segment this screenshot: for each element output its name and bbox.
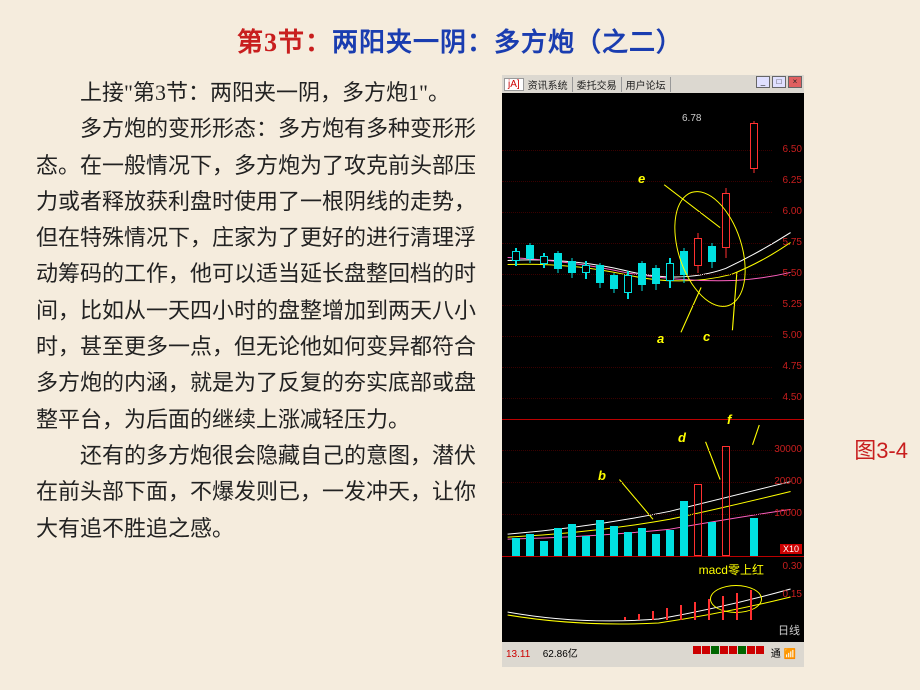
min-button[interactable]: _ xyxy=(756,76,770,88)
text-column: 上接"第3节：两阳夹一阴，多方炮1"。 多方炮的变形形态：多方炮有多种变形形态。… xyxy=(36,75,496,667)
menu-trade[interactable]: 委托交易 xyxy=(573,77,622,92)
status-icon: 通 📶 xyxy=(767,642,800,660)
title-section: 第3节： xyxy=(237,28,332,57)
vol-tick: 20000 xyxy=(774,476,802,487)
annot-a: a xyxy=(657,331,664,346)
annot-b: b xyxy=(598,468,606,483)
window-buttons: _ □ × xyxy=(756,76,802,88)
price-tick: 5.25 xyxy=(783,299,802,310)
menu-forum[interactable]: 用户论坛 xyxy=(622,77,671,92)
vol-bar xyxy=(652,534,660,556)
figure-label: 图3-4 xyxy=(854,433,908,465)
vol-bar xyxy=(624,532,632,556)
macd-tick: 0.15 xyxy=(783,589,802,600)
vol-bar xyxy=(750,518,758,556)
price-tick: 6.00 xyxy=(783,206,802,217)
vol-bar xyxy=(638,528,646,556)
price-tick: 4.50 xyxy=(783,392,802,403)
price-tick: 5.00 xyxy=(783,330,802,341)
x10-label: X10 xyxy=(780,544,802,554)
period-label: 日线 xyxy=(778,622,800,638)
content: 上接"第3节：两阳夹一阴，多方炮1"。 多方炮的变形形态：多方炮有多种变形形态。… xyxy=(0,69,920,667)
title-main: 两阳夹一阴：多方炮（之二） xyxy=(332,28,683,57)
page-title: 第3节：两阳夹一阴：多方炮（之二） xyxy=(0,0,920,69)
price-tick: 6.50 xyxy=(783,144,802,155)
chart-menubar: jA] 资讯系统 委托交易 用户论坛 _ □ × xyxy=(502,75,804,93)
para-2: 多方炮的变形形态：多方炮有多种变形形态。在一般情况下，多方炮为了攻克前头部压力或… xyxy=(36,111,496,438)
price-panel: 6.78 6.506.256.005.755.505.255.004.754.5… xyxy=(502,93,804,420)
vol-bar xyxy=(666,530,674,556)
para-3: 还有的多方炮很会隐藏自己的意图，潜伏在前头部下面，不爆发则已，一发冲天，让你大有… xyxy=(36,438,496,547)
vol-bar xyxy=(526,534,534,556)
stock-chart: jA] 资讯系统 委托交易 用户论坛 _ □ × 6.78 xyxy=(502,75,804,667)
price-tick: 5.50 xyxy=(783,268,802,279)
vol-bar xyxy=(610,526,618,556)
status-price: 13.11 xyxy=(502,646,534,660)
para-1: 上接"第3节：两阳夹一阴，多方炮1"。 xyxy=(36,75,496,111)
vol-bar xyxy=(540,541,548,556)
vol-bar xyxy=(708,522,716,556)
close-button[interactable]: × xyxy=(788,76,802,88)
annot-f: f xyxy=(727,412,731,427)
volume-panel: X10 300002000010000bdf xyxy=(502,420,804,557)
vol-bar xyxy=(554,528,562,556)
status-amount: 62.86亿 xyxy=(539,642,582,660)
image-column: jA] 资讯系统 委托交易 用户论坛 _ □ × 6.78 xyxy=(496,75,902,667)
vol-tick: 30000 xyxy=(774,444,802,455)
macd-tick: 0.30 xyxy=(783,561,802,572)
vol-bar xyxy=(568,524,576,556)
vol-bar xyxy=(694,484,702,556)
macd-panel: macd零上红 日线 0.300.15 xyxy=(502,557,804,642)
annot-d: d xyxy=(678,430,686,445)
price-tick: 4.75 xyxy=(783,361,802,372)
vol-bar xyxy=(680,501,688,556)
statusbar: 13.11 62.86亿 通 📶 xyxy=(502,642,804,667)
max-button[interactable]: □ xyxy=(772,76,786,88)
vol-tick: 10000 xyxy=(774,508,802,519)
status-indicators xyxy=(693,646,764,654)
vol-bar xyxy=(512,538,520,556)
vol-bar xyxy=(596,520,604,556)
annot-c: c xyxy=(703,329,710,344)
vol-bar xyxy=(582,536,590,556)
menu-info[interactable]: 资讯系统 xyxy=(524,77,573,92)
ja-label: jA] xyxy=(504,78,524,91)
price-tick: 5.75 xyxy=(783,237,802,248)
price-tick: 6.25 xyxy=(783,175,802,186)
annot-e: e xyxy=(638,171,645,186)
vol-bar xyxy=(722,446,730,556)
